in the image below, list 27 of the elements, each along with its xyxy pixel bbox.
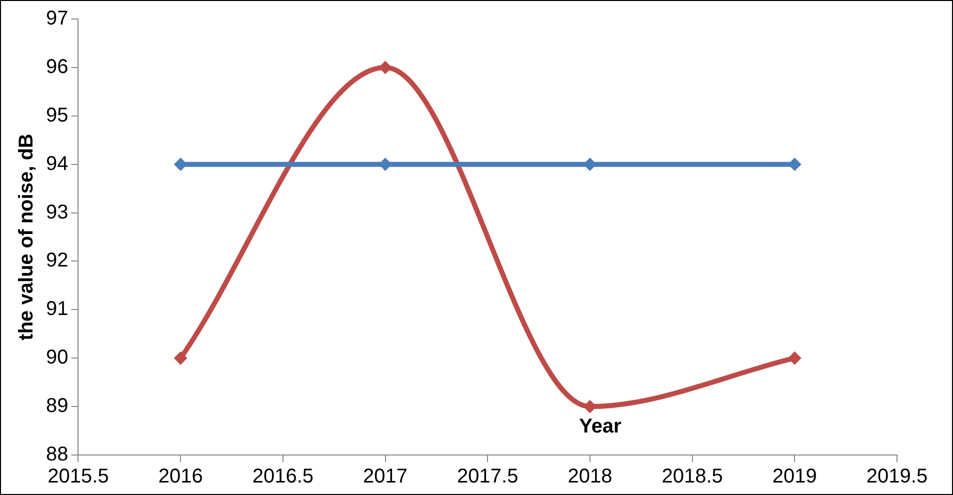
y-tick-label: 91 <box>46 298 68 320</box>
y-tick-label: 97 <box>46 8 68 30</box>
x-tick-label: 2019 <box>772 466 817 488</box>
x-tick-label: 2018 <box>568 466 612 488</box>
point <box>788 158 802 171</box>
y-tick-label: 90 <box>46 346 68 369</box>
y-tick-label: 96 <box>46 56 68 78</box>
point <box>583 400 596 414</box>
y-tick-label: 88 <box>46 444 68 466</box>
x-tick-label: 2017.5 <box>457 466 518 488</box>
y-tick-label: 93 <box>46 201 68 224</box>
y-axis-title: the value of noise, dB <box>16 134 38 340</box>
point <box>378 60 392 74</box>
x-tick-label: 2017 <box>363 466 408 488</box>
x-tick-label: 2015.5 <box>48 466 109 488</box>
x-tick-label: 2016.5 <box>252 466 314 488</box>
point <box>378 158 392 171</box>
y-tick-label: 95 <box>46 104 68 126</box>
x-tick-label: 2016 <box>158 466 203 488</box>
x-axis-title: Year <box>579 416 622 438</box>
y-tick-label: 94 <box>46 152 68 175</box>
x-tick-label: 2018.5 <box>662 466 723 488</box>
y-tick-label: 92 <box>46 250 68 272</box>
x-tick-label: 2019.5 <box>866 466 928 488</box>
y-tick-label: 89 <box>46 395 68 418</box>
point <box>788 352 802 365</box>
point <box>174 352 188 365</box>
